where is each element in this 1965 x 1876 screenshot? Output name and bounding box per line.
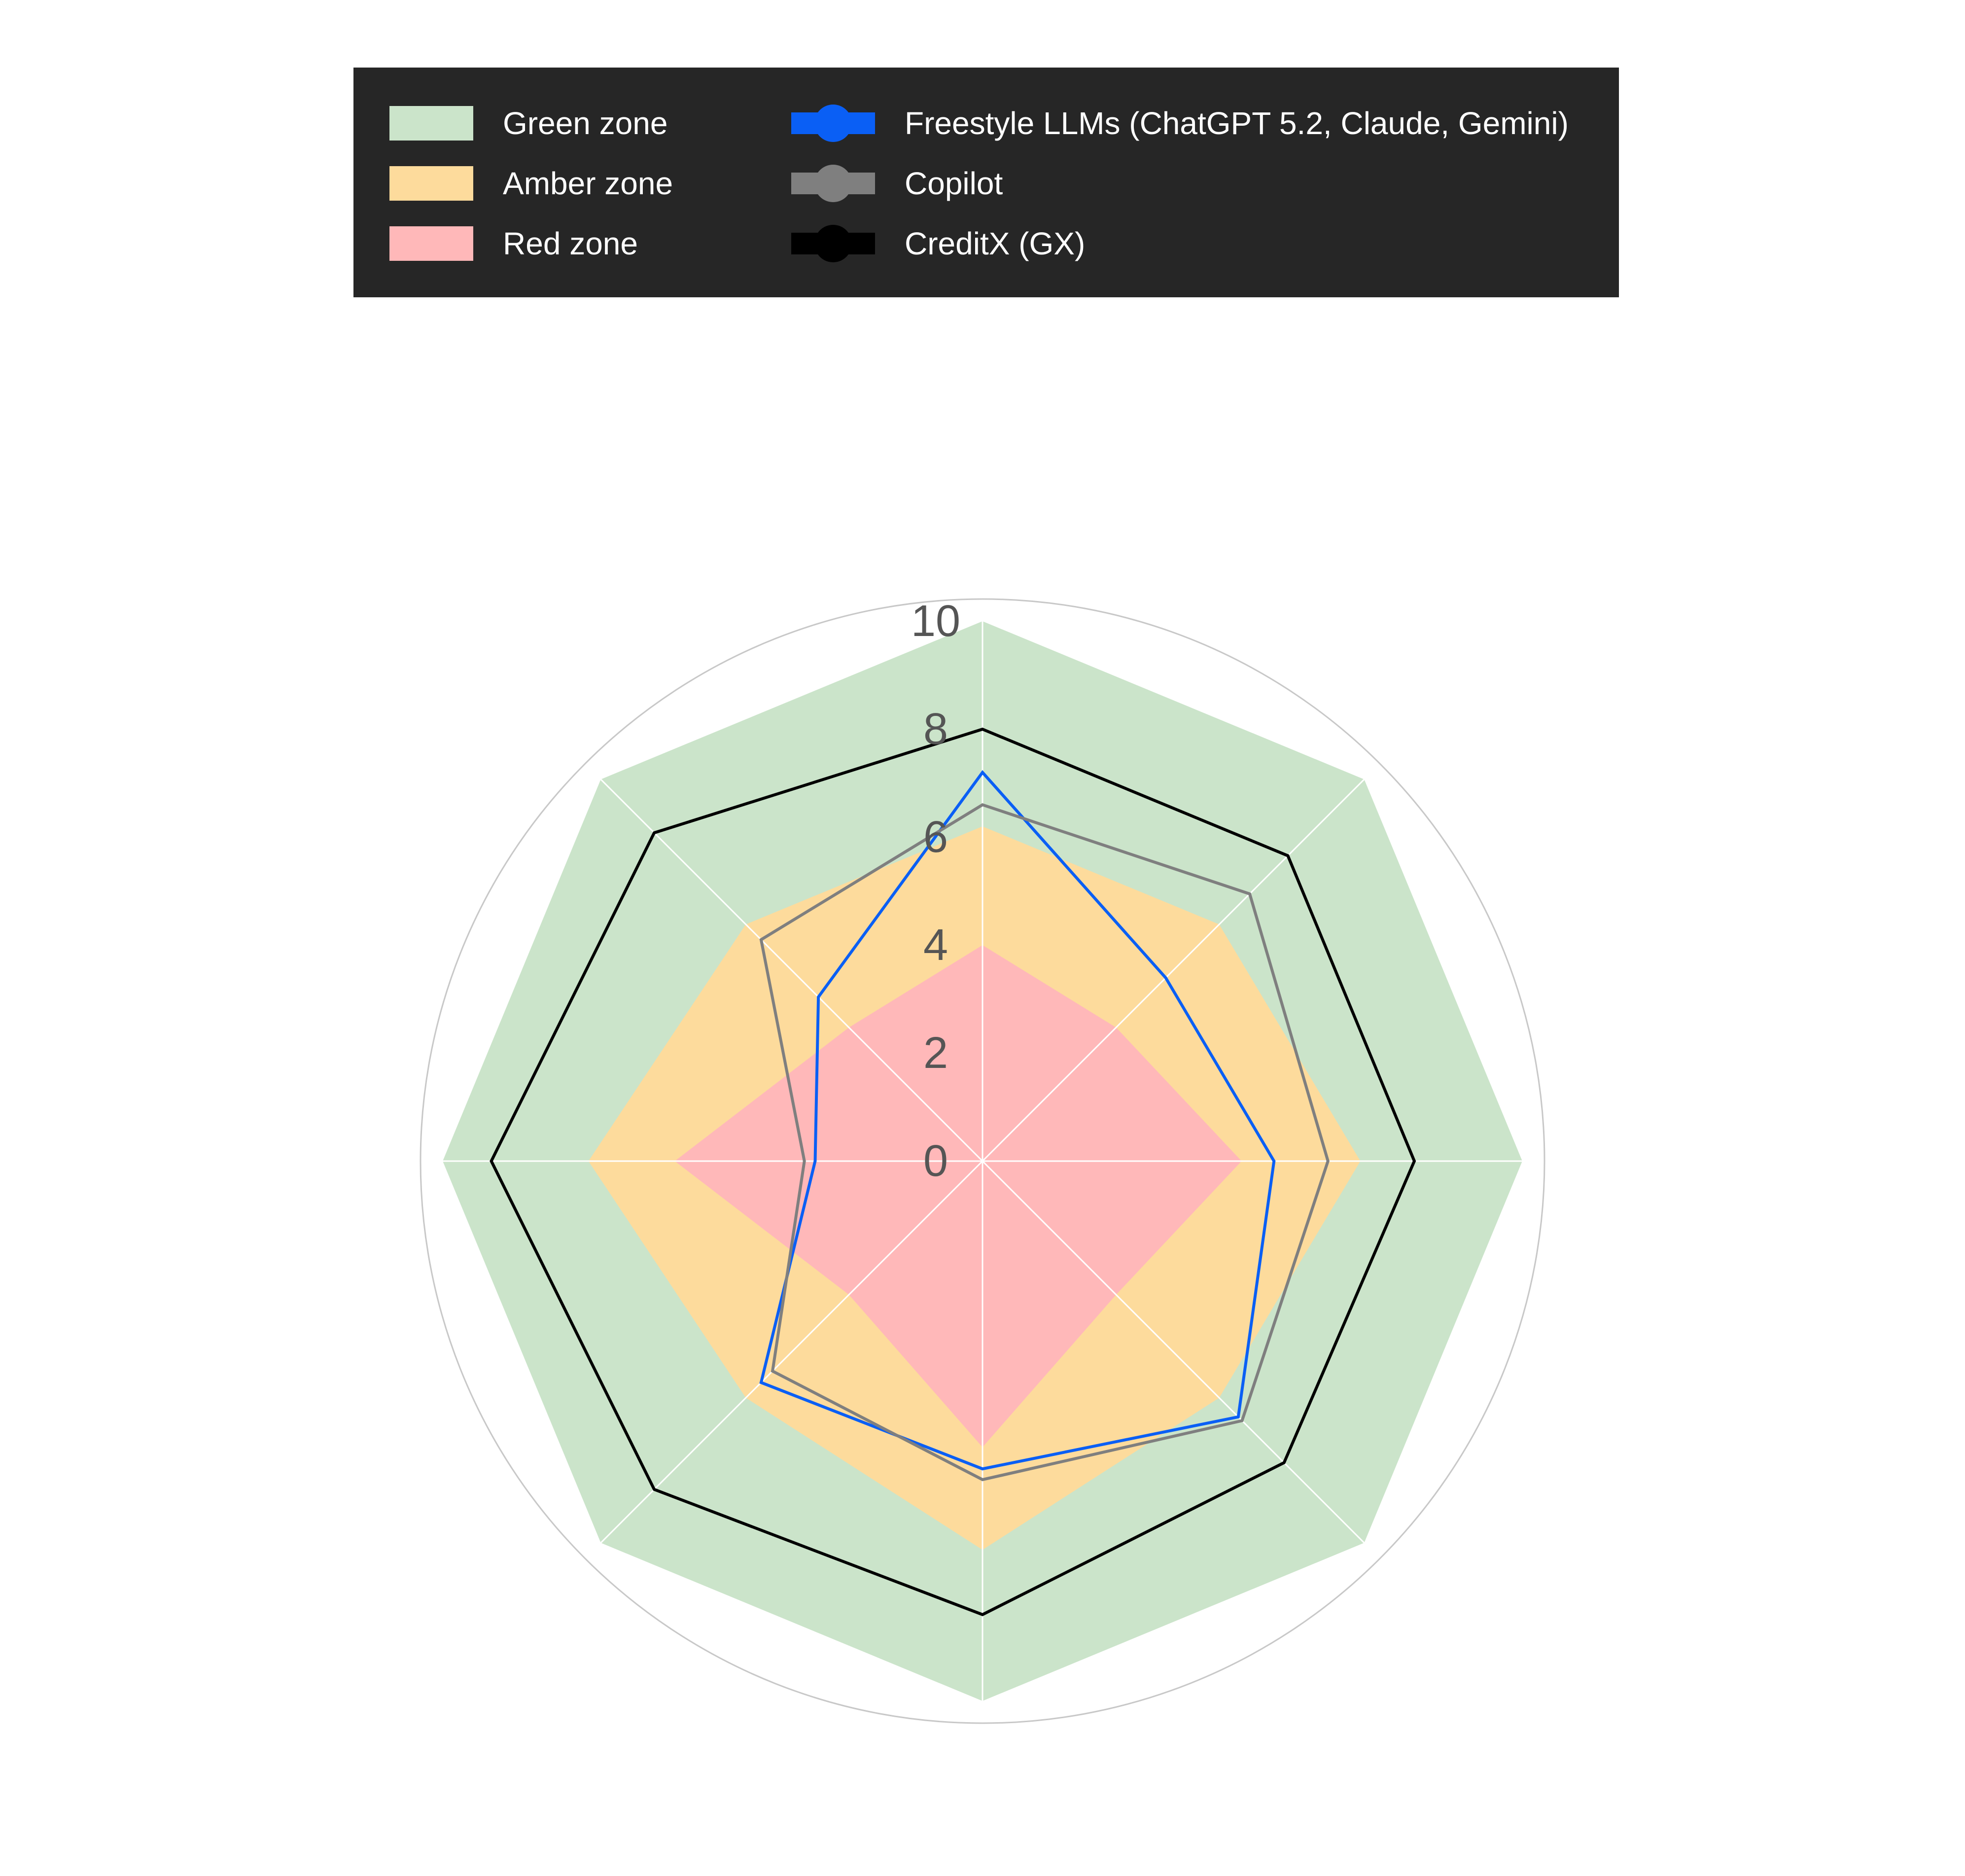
radial-gridline (982, 779, 1365, 1162)
r-tick-label: 10 (911, 597, 960, 646)
legend-entry: Copilot (791, 165, 1003, 202)
series-line-1 (759, 803, 1330, 1482)
series-line-2 (490, 727, 1416, 1617)
legend-label: Red zone (503, 226, 638, 261)
legend-entry: Freestyle LLMs (ChatGPT 5.2, Claude, Gem… (791, 105, 1569, 142)
legend-marker (814, 225, 852, 262)
r-tick-label: 2 (923, 1028, 948, 1078)
series-line-0 (759, 770, 1276, 1471)
legend-patch (389, 166, 473, 201)
legend-entry: CreditX (GX) (791, 225, 1085, 262)
r-tick-label: 8 (923, 705, 948, 754)
plot-area: 0 2 4 6 8 10 (420, 597, 1545, 1724)
legend-label: CreditX (GX) (905, 226, 1085, 261)
legend: Green zone Amber zone Red zone Freestyle LL… (353, 68, 1619, 297)
radial-gridline (600, 1160, 983, 1544)
legend-box (353, 68, 1619, 297)
legend-marker (814, 105, 852, 142)
r-tick-label: 4 (923, 920, 948, 970)
r-tick-label: 0 (923, 1136, 948, 1186)
legend-patch (389, 106, 473, 141)
legend-entry: Amber zone (389, 166, 673, 201)
legend-label: Amber zone (503, 166, 673, 201)
r-tick-label: 6 (923, 813, 948, 862)
legend-entry: Green zone (389, 106, 667, 141)
legend-label: Copilot (905, 166, 1003, 201)
radial-gridline (600, 779, 983, 1162)
legend-label: Freestyle LLMs (ChatGPT 5.2, Claude, Gem… (905, 106, 1569, 141)
radial-gridline (982, 1160, 1365, 1544)
legend-patch (389, 226, 473, 261)
legend-entry: Red zone (389, 226, 638, 261)
legend-label: Green zone (503, 106, 667, 141)
legend-marker (814, 165, 852, 202)
outer-circle (420, 598, 1545, 1724)
